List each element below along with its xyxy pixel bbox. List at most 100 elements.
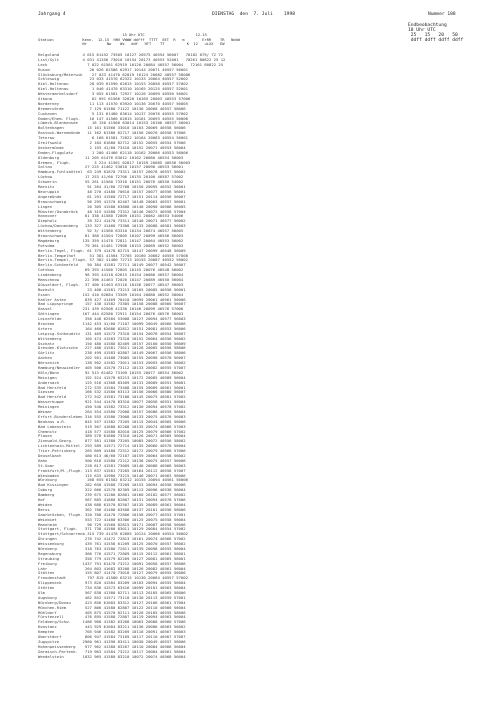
table-row: St.Goar 228 617 41581 73009 10146 20088 … — [38, 462, 186, 468]
table-row: Öhringen 276 742 41472 72813 10161 20074… — [38, 536, 186, 542]
table-row: Bad Kissingen 282 658 41580 73209 10153 … — [38, 482, 186, 488]
table-row: Erfurt-Bindersleben 316 555 41586 73008 … — [38, 413, 186, 419]
table-row: Brocken 1142 453 41/60 71107 10099 20049… — [38, 320, 186, 326]
table-row: Ulm 567 838 41380 82711 10113 20105 4056… — [38, 589, 186, 595]
table-row: Bamberg 239 675 41280 82801 10160 20102 … — [38, 492, 186, 498]
table-row: Coburg 322 666 41570 82309 10113 20096 4… — [38, 487, 186, 493]
table-row: Bad Hersfeld 272 542 41581 73108 10145 2… — [38, 394, 186, 400]
table-row: Schwerin 55 261 41560 73310 10151 20076 … — [38, 179, 184, 185]
table-row: Bocholt 23 408 41581 73213 10165 20085 4… — [38, 286, 186, 292]
table-row: Cottbus 69 393 41580 72805 10145 20076 4… — [38, 267, 184, 273]
table-row: Kiel-Holtenau 28 039 61590 62815 10153 2… — [38, 81, 188, 87]
table-row: Wiesbaden 115 633 41980 73215 10146 2007… — [38, 472, 186, 478]
table-row: Boltenhagen 15 161 61560 33010 10163 200… — [38, 125, 186, 131]
table-row: Straubing 350 779 41579 82209 10127 2008… — [38, 555, 186, 561]
table-row: Wittenberg 92 3/ 41560 63310 10134 20074… — [38, 228, 184, 234]
table-row: Hahn 500 616 41580 72212 10136 20075 405… — [38, 457, 186, 463]
table-row: Stuttgart, Flugh. 371 738 41580 83011 10… — [38, 526, 186, 532]
table-row: Potsdam 79 361 41481 72908 10153 20069 4… — [38, 242, 184, 248]
table-row: Garmisch-Partenk. 719 963 41584 73212 10… — [38, 648, 186, 654]
table-row: Göttingen 167 444 62580 72911 10154 2007… — [38, 311, 184, 317]
table-row: Weinbiet 553 722 41480 63306 10125 20075… — [38, 516, 186, 522]
table-row: Artern 164 460 62686 82812 10151 20081 4… — [38, 325, 186, 331]
table-row: Lüchow/Dannenberg 133 327 41460 73308 10… — [38, 223, 186, 229]
table-row: Neuruppin 48 270 41480 70610 10157 20077… — [38, 188, 186, 194]
table-row: Düsseldorf, Flugh. 37 400 41463 63116 10… — [38, 281, 184, 287]
table-row: Bremervörde 7 129 61580 71122 10136 2006… — [38, 105, 186, 111]
table-row: Leinefelde 356 448 62584 53008 10127 200… — [38, 316, 186, 322]
header-date: DIENSTAG den 7. Juli 1998 — [212, 12, 295, 17]
table-row: Augsburg 462 852 41571 73110 10130 20113… — [38, 594, 186, 600]
station-table: Helgoland 4 015 61452 73505 10127 20575 … — [38, 52, 226, 659]
table-row: Angermünde 61 291 41560 72717 10151 2011… — [38, 193, 186, 199]
table-row: Berlin-Tempel, Flugh. 57 382 41480 72713… — [38, 257, 188, 263]
table-row: Weiden 438 688 61570 82507 10135 20089 4… — [38, 501, 186, 507]
table-row: Braunschweig 81 368 41504 72805 10107 20… — [38, 232, 184, 238]
table-row: Aachen 202 501 41480 73005 10155 20098 4… — [38, 355, 186, 361]
table-row: Chemnitz 418 577 41580 82010 10125 20079… — [38, 428, 186, 434]
table-row: Berlin-Tempelhof 51 381 41564 72705 1016… — [38, 252, 188, 258]
table-row: Meinigen 192 524 41578 63213 10172 20085… — [38, 374, 186, 380]
table-row: Berus 362 706 41480 63508 10137 20101 40… — [38, 506, 186, 512]
table-row: Feldberg/Schw. 1486 908 41382 63208 1006… — [38, 619, 186, 625]
table-row: Zinnwald-Georg. 877 581 41380 73205 1008… — [38, 438, 186, 444]
table-row: List/Sylt 4 031 41356 73010 10154 20173 … — [38, 56, 226, 62]
table-row: Wasserkuppe 921 544 41470 83310 10077 20… — [38, 399, 186, 405]
table-row: Emden-Flugplatz 1 200 41466 62118 10162 … — [38, 149, 188, 155]
table-row: Plauen 389 578 61680 73310 10126 20071 4… — [38, 433, 186, 439]
table-row: Schleswig 23 033 41570 62322 10133 20064… — [38, 76, 188, 82]
table-row: Kiel-Holtenau 1 046 41470 63310 10165 20… — [38, 86, 188, 92]
table-row: Weissenburg 439 761 41558 61209 10125 20… — [38, 541, 186, 547]
table-row: Magdeburg 135 359 41470 72811 10147 2006… — [38, 237, 184, 243]
table-row: München-Riem 527 866 41580 82807 10122 2… — [38, 604, 186, 610]
table-row: Arkona 62 091 61566 32820 10165 20063 40… — [38, 96, 191, 102]
table-row: Teterow 6 168 61581 72822 10164 20083 40… — [38, 135, 188, 141]
table-row: Stötten 734 836 41573 63416 10099 20101 … — [38, 585, 186, 591]
table-row: Kempten 705 946 41582 83209 10118 20091 … — [38, 629, 186, 635]
table-row: Saarbrücken, Flugh. 320 708 41470 72806 … — [38, 511, 186, 517]
table-row: Emden/Ehem. Flugh. 16 147 41560 62815 10… — [38, 115, 188, 121]
header-issue-number: Nummer 188 — [428, 12, 456, 17]
table-row: Soltau 27 225 41462 53010 10157 20090 40… — [38, 164, 184, 170]
table-row: Hof 567 685 41680 82807 10131 20094 4057… — [38, 497, 186, 503]
table-row: Freudenstadt 797 815 41580 63215 10130 2… — [38, 575, 188, 581]
table-row: Bremen, Flugh. 3 224 41561 62817 10159 2… — [38, 159, 191, 165]
table-row: Nörvenich 138 502 41582 73011 10153 2009… — [38, 360, 186, 366]
table-row: Westermarkelsdorf 3 055 61581 72927 1012… — [38, 91, 188, 97]
header-endbeobachtung: Endbeobachtung 18 Uhr UTC 25 15 20 50 dd… — [408, 23, 464, 43]
table-row: Lübeck-Blankensee 16 150 41560 63014 101… — [38, 120, 191, 126]
table-row: Münster/Osnabrück 48 315 41580 73312 101… — [38, 208, 186, 214]
table-row: Greifswald 2 184 61680 82712 10152 20055… — [38, 140, 186, 146]
table-row: Fürstenzell 476 895 41580 72807 10119 20… — [38, 614, 186, 620]
table-row: Görlitz 238 499 41583 62807 10149 20067 … — [38, 350, 186, 356]
table-row: Bad Hersfeld 272 535 41584 73408 10155 2… — [38, 384, 186, 390]
table-row: Oschatz 150 480 41580 82409 10157 20100 … — [38, 340, 186, 346]
table-row: Lüchow 17 253 41/60 72706 10135 20100 40… — [38, 174, 184, 180]
column-headers: 15 Uhr UTC 12-15 Station Kenn. 12-15 HHV… — [38, 33, 241, 46]
table-row: Leipzig-Schkeuditz 131 469 41573 73310 1… — [38, 330, 186, 336]
table-row: Trier-Petrisberg 265 609 41480 72512 101… — [38, 448, 186, 454]
table-row: Oberstdorf 806 947 41584 73109 10117 201… — [38, 633, 186, 639]
table-row: Hamburg-Fuhlsbüttel 63 249 61670 73311 1… — [38, 169, 186, 175]
table-row: Nürnberg 318 763 41580 72811 10139 20098… — [38, 545, 186, 551]
table-row: Kassel 231 439 62508 41330 10146 20099 4… — [38, 306, 184, 312]
table-row: Cuxhaven 5 131 61480 63014 10137 20076 4… — [38, 110, 188, 116]
table-row: Freiburg 1437 791 61470 73212 10091 2005… — [38, 560, 186, 566]
table-row: Stuttgart/Schnarrenb.315 739 41478 62805… — [38, 531, 188, 537]
table-row: Leck 7 022 61561 62919 10120 20084 40557… — [38, 61, 224, 67]
table-row: Frankfurt/M.,Flugh. 113 637 41581 73205 … — [38, 467, 186, 473]
table-row: Kahler Asten 839 427 41469 70410 10095 2… — [38, 296, 186, 302]
table-row: Klippeneck 973 820 41584 83209 10103 200… — [38, 580, 186, 586]
table-row: Mannheim 96 729 41560 82815 10171 20087 … — [38, 521, 186, 527]
table-row: Konstanz 443 929 61684 83211 10136 20086… — [38, 624, 186, 630]
table-row: Hohenpeissenberg 977 962 41380 83207 101… — [38, 643, 186, 649]
table-row: Lichtenhain-Mittel. 293 589 41571 72714 … — [38, 443, 186, 449]
table-row: Giessen 166 532 41580 63113 10156 20068 … — [38, 389, 186, 395]
table-row: Husum 26 026 62586 62917 10144 20071 405… — [38, 66, 188, 72]
table-row: Lindenberg 98 393 44118 62815 10154 2008… — [38, 272, 184, 278]
table-row: Berlin-Schönefeld 50 384 41581 72711 101… — [38, 262, 186, 268]
table-row: Marnitz 91 264 41/60 72708 10150 20095 4… — [38, 184, 186, 190]
table-row: Braunschweig 56 295 41370 62407 10148 20… — [38, 198, 186, 204]
table-row: Ueckermünde 2 193 41/60 73410 10152 2007… — [38, 144, 186, 150]
table-row: Wendelstein 1832 965 41580 83210 10072 2… — [38, 653, 186, 659]
